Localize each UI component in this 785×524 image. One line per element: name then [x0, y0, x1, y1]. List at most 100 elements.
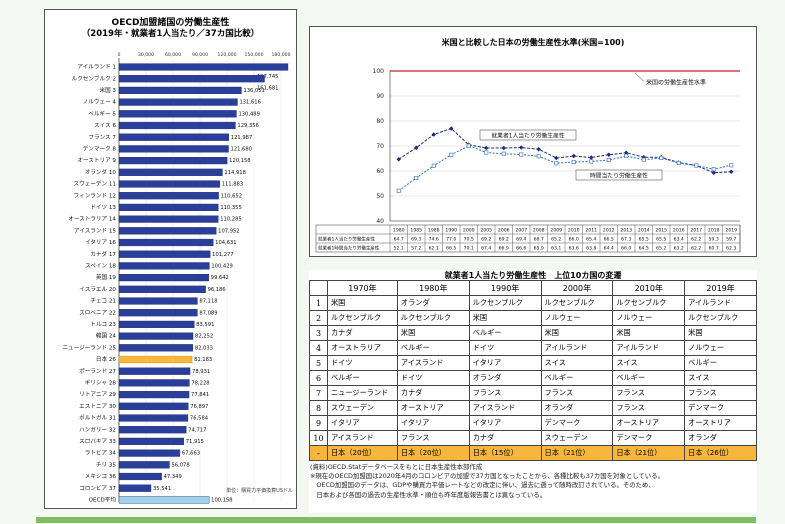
value-label: 87,118 — [199, 299, 217, 305]
value-label: 77,841 — [191, 392, 209, 398]
rank-country-cell: ドイツ — [468, 340, 542, 356]
rank-country-cell: 米国 — [540, 325, 614, 341]
table-value-hour: 63.2 — [674, 246, 684, 252]
bar — [118, 98, 238, 106]
table-value-hour: 64.4 — [604, 246, 614, 252]
value-label: 111,883 — [222, 182, 243, 188]
x-tick-label: 2014 — [638, 228, 650, 234]
table-value-worker: 59.3 — [709, 237, 719, 243]
x-tick-label: 2008 — [533, 228, 545, 234]
value-label: 96,186 — [208, 287, 226, 293]
rank-table-row: 9 イタリア イタリア イタリア デンマーク オーストリア オーストリア — [309, 415, 757, 431]
x-tick-label: 2013 — [620, 228, 632, 234]
y-tick-label: 90 — [376, 93, 384, 100]
bar — [118, 250, 211, 258]
table-value-worker: 63.4 — [674, 237, 684, 243]
x-tick-label: 1988 — [428, 228, 440, 234]
category-label: エストニア 30 — [79, 403, 116, 410]
x-tick-label: 2005 — [480, 228, 492, 234]
rank-number-cell: 10 — [309, 430, 328, 446]
bar — [118, 426, 187, 434]
rank-country-cell: スイス — [540, 355, 614, 371]
data-point-hour — [414, 176, 419, 181]
table-value-hour: 63.1 — [551, 246, 561, 252]
value-label: 35,541 — [153, 486, 171, 492]
table-value-worker: 59.7 — [726, 237, 736, 243]
table-value-worker: 69.2 — [481, 237, 491, 243]
series-line-hour — [398, 145, 732, 192]
bar — [118, 449, 181, 457]
data-point-worker — [641, 155, 646, 160]
data-point-worker — [624, 150, 629, 155]
value-label: 131,616 — [239, 100, 260, 106]
rank-number-cell: 6 — [309, 370, 328, 386]
row-label-hour: 就業者1時間当たり労働生産性 — [318, 245, 380, 252]
bottom-accent-bar — [36, 517, 756, 523]
category-label: スロバキア 33 — [79, 438, 116, 445]
rank-table-header-row: 1970年 1980年 1990年 2000年 2010年 2019年 — [309, 280, 757, 296]
category-label: スロベニア 22 — [79, 309, 116, 316]
data-point-hour — [606, 158, 611, 163]
table-value-hour: 62.2 — [691, 246, 701, 252]
bar — [118, 297, 198, 305]
us-label: 米国の労働生産性水準 — [646, 79, 706, 87]
value-label: 81,183 — [194, 357, 212, 363]
data-point-worker — [501, 145, 506, 151]
category-label: デンマーク 8 — [83, 145, 117, 153]
value-label: 76,897 — [190, 404, 208, 410]
rank-country-cell: アイルランド — [612, 340, 686, 356]
rank-table-row: 5 ドイツ アイスランド イタリア スイス スイス ベルギー — [309, 355, 757, 371]
table-value-hour: 66.9 — [499, 246, 509, 252]
value-label: 74,717 — [188, 427, 206, 433]
category-label: ニュージーランド 25 — [62, 344, 116, 351]
x-tick-label: 60,000 — [165, 52, 181, 58]
rank-country-cell: イタリア — [326, 415, 398, 431]
data-point-worker — [536, 147, 541, 152]
table-value-worker: 66.0 — [569, 237, 579, 243]
rank-number-cell: 4 — [309, 340, 328, 356]
table-value-hour: 62.1 — [429, 246, 439, 252]
data-point-hour — [431, 163, 436, 168]
rank-country-cell: ベルギー — [468, 325, 542, 341]
rank-country-cell: ルクセンブルク — [540, 295, 614, 311]
value-label: 82,252 — [195, 334, 213, 340]
bar-oecd-average — [118, 496, 210, 504]
bar — [118, 133, 229, 141]
data-point-hour — [624, 154, 629, 159]
y-tick-label: 60 — [376, 168, 384, 175]
rank-country-cell: ベルギー — [396, 340, 470, 356]
note-line: OECD加盟国のデータは、GDPや購買力平価レートなどの改定に伴い、過去に遡って… — [310, 481, 655, 490]
data-point-hour — [711, 167, 716, 172]
data-point-worker — [449, 126, 454, 131]
rank-country-cell: イタリア — [468, 355, 542, 371]
data-point-hour — [536, 154, 541, 159]
rank-country-cell: 米国 — [396, 325, 470, 341]
rank-number-cell: 8 — [309, 400, 328, 416]
value-label: 100,158 — [211, 498, 232, 504]
rank-country-cell: 日本（21位） — [540, 445, 614, 461]
rank-country-cell: ベルギー — [326, 370, 398, 386]
data-point-worker — [571, 153, 576, 159]
bar — [118, 215, 219, 223]
value-label: 99,642 — [211, 275, 229, 281]
table-value-hour: 60.7 — [709, 246, 719, 252]
table-value-hour: 64.5 — [639, 246, 649, 252]
x-tick-label: 1980 — [393, 228, 405, 234]
category-label: ラトビア 34 — [85, 449, 117, 457]
rank-table-header-cell: 1980年 — [396, 280, 470, 296]
value-label: 104,631 — [215, 240, 236, 246]
table-value-worker: 65.4 — [586, 237, 596, 243]
bar — [118, 414, 189, 422]
worker-label: 就業者1人当たり労働生産性 — [491, 132, 564, 140]
rank-country-cell: 米国 — [684, 325, 757, 341]
category-label: OECD平均 — [89, 496, 117, 504]
value-label: 71,915 — [186, 439, 204, 445]
rank-country-cell: スイス — [684, 370, 757, 386]
note-line: 日本および各国の過去の生産性水準・順位も昨年度版報告書とは異なっている。 — [310, 490, 547, 499]
rank-number-cell: 3 — [309, 325, 328, 341]
rank-country-cell: スウェーデン — [326, 400, 398, 416]
data-point-hour — [501, 151, 506, 156]
table-value-worker: 70.5 — [464, 237, 474, 243]
bar — [118, 75, 265, 83]
value-label: 56,078 — [171, 462, 189, 468]
